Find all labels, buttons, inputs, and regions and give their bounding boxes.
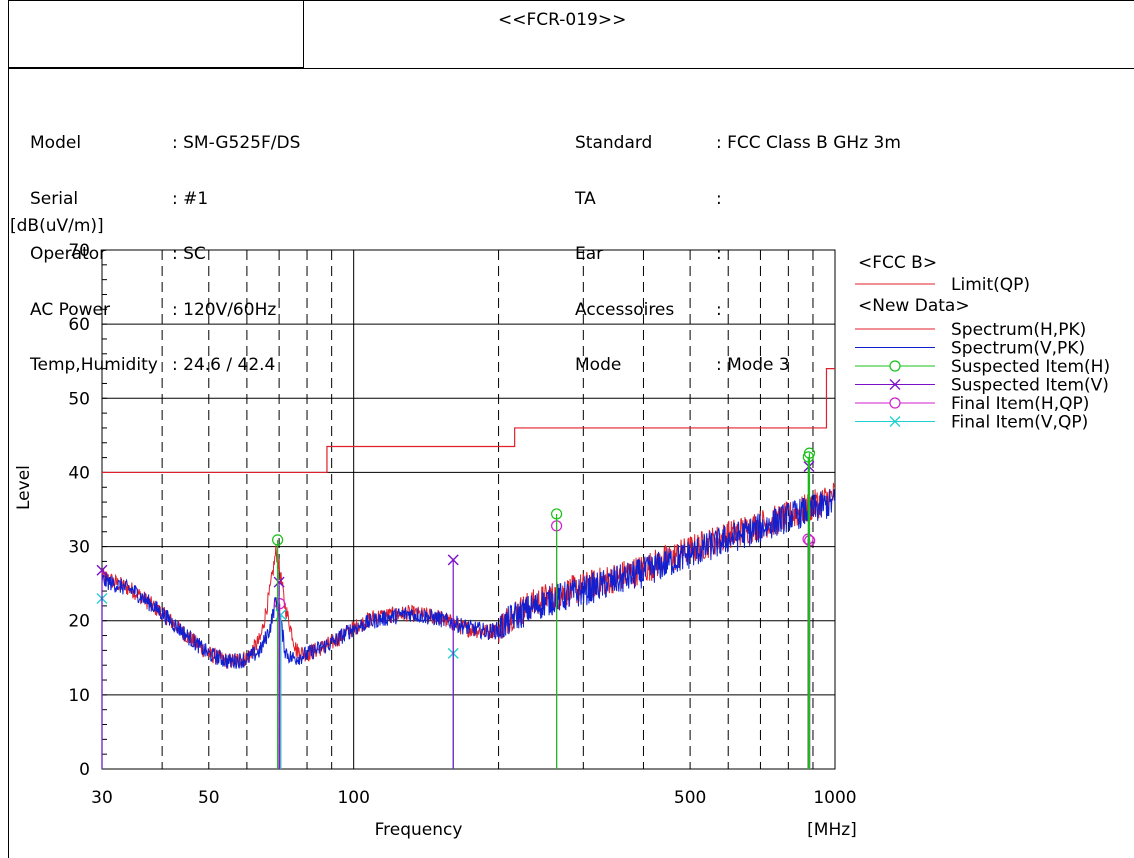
suspected-v-marker [447, 554, 459, 566]
report-frame [8, 0, 1134, 858]
logo-box [8, 0, 304, 68]
report-id: <<FCR-019>> [498, 10, 627, 30]
y-tick-label: 20 [68, 612, 90, 632]
legend-label: Final Item(H,QP) [951, 394, 1089, 414]
x-tick-label: 500 [674, 788, 706, 808]
legend-marker [889, 360, 901, 372]
y-tick-label: 40 [68, 463, 90, 483]
info-label: Accessoires [575, 299, 675, 320]
y-tick-label: 70 [68, 241, 90, 261]
info-value: : 120V/60Hz [172, 299, 277, 320]
y-unit-label: [dB(uV/m)] [10, 216, 104, 236]
x-unit-label: [MHz] [807, 820, 857, 840]
y-tick-label: 30 [68, 538, 90, 558]
x-tick-label: 30 [91, 788, 113, 808]
spectrum-v-pk-line [101, 489, 836, 670]
y-tick-label: 0 [79, 760, 90, 780]
info-value: : SC [172, 244, 206, 264]
x-tick-label: 1000 [813, 788, 856, 808]
x-axis-title: Frequency [375, 820, 463, 840]
info-value: : FCC Class B GHz 3m [716, 133, 901, 153]
info-label: AC Power [30, 299, 111, 320]
legend-group-label: <New Data> [858, 296, 970, 316]
suspected-h-marker [551, 508, 563, 520]
y-tick-label: 60 [68, 315, 90, 335]
info-value: : #1 [172, 188, 209, 209]
suspected-h-marker [272, 534, 284, 546]
info-label: Ear [575, 244, 604, 264]
info-label: TA [575, 188, 596, 209]
header-divider [8, 68, 1134, 69]
info-left-labels: Model Serial Operator AC Power Temp,Humi… [30, 97, 158, 393]
legend-group-label: <FCC B> [858, 253, 937, 273]
legend-label: Spectrum(V,PK) [951, 339, 1085, 359]
legend-marker [889, 379, 901, 390]
info-left-values: : SM-G525F/DS : #1 : SC : 120V/60Hz : 24… [172, 97, 300, 393]
legend-label: Suspected Item(H) [951, 357, 1110, 377]
x-tick-label: 100 [337, 788, 369, 808]
info-label: Serial [30, 188, 79, 209]
legend-label: Spectrum(H,PK) [951, 320, 1086, 340]
y-tick-label: 10 [68, 686, 90, 706]
spectrum-h-pk-line [101, 482, 836, 669]
legend-label: Final Item(V,QP) [951, 413, 1088, 433]
info-right-labels: Standard TA Ear Accessoires Mode [575, 97, 674, 393]
info-value: : SM-G525F/DS [172, 133, 301, 153]
legend-label: Limit(QP) [951, 275, 1030, 295]
info-label: Operator [30, 244, 107, 264]
info-label: Model [30, 133, 82, 153]
info-value: : Mode 3 [716, 355, 790, 375]
info-label: Temp,Humidity [30, 355, 158, 375]
limit-qp-line [102, 368, 835, 474]
y-tick-label: 50 [68, 389, 90, 409]
x-tick-label: 50 [198, 788, 220, 808]
legend-marker [889, 397, 901, 409]
info-value: : [716, 299, 722, 320]
info-value: : [716, 188, 722, 209]
plot-border [101, 249, 836, 770]
info-label: Standard [575, 133, 653, 153]
legend-marker [889, 416, 901, 427]
info-value: : [716, 244, 722, 264]
suspected-h-marker [803, 447, 816, 459]
suspected-v-marker [96, 564, 108, 576]
info-label: Mode [575, 355, 622, 375]
legend-label: Suspected Item(V) [951, 376, 1109, 396]
suspected-v-marker [273, 576, 285, 588]
info-right-values: : FCC Class B GHz 3m : : : : Mode 3 [716, 97, 901, 393]
